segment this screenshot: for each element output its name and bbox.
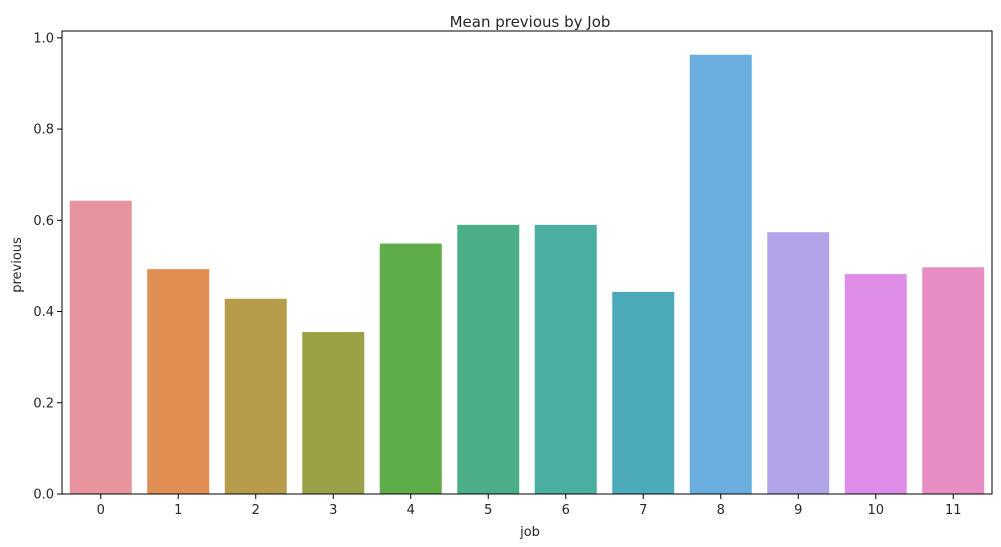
x-axis: 0 1 2 3 4 5 6 7 8 9 10 11 [97, 494, 962, 518]
x-tick-label: 8 [717, 503, 725, 518]
x-tick-label: 11 [945, 503, 962, 518]
bar-3 [302, 332, 365, 494]
y-tick-label: 0.0 [33, 488, 54, 503]
y-tick-label: 0.8 [33, 123, 54, 138]
x-tick-label: 10 [867, 503, 884, 518]
chart-title: Mean previous by Job [450, 13, 611, 31]
x-tick-label: 9 [794, 503, 802, 518]
x-tick-label: 2 [252, 503, 260, 518]
x-tick-label: 3 [329, 503, 337, 518]
bar-1 [147, 269, 210, 494]
x-tick-label: 7 [639, 503, 647, 518]
y-axis: 0.0 0.2 0.4 0.6 0.8 1.0 [33, 31, 62, 503]
y-tick-label: 0.2 [33, 396, 54, 411]
y-axis-title: previous [10, 237, 25, 293]
bar-11 [922, 267, 985, 494]
bar-9 [767, 232, 830, 494]
plot-frame [61, 30, 993, 495]
bar-6 [534, 224, 597, 494]
bar-7 [612, 291, 675, 494]
bar-8 [689, 54, 752, 495]
bar-10 [844, 274, 907, 494]
x-axis-title: job [519, 525, 540, 540]
bar-4 [379, 243, 442, 494]
x-tick-label: 1 [174, 503, 182, 518]
x-tick-label: 6 [562, 503, 570, 518]
bar-2 [224, 298, 287, 494]
bar-0 [69, 200, 132, 494]
x-tick-label: 5 [484, 503, 492, 518]
y-tick-label: 1.0 [33, 31, 54, 46]
y-tick-label: 0.6 [33, 214, 54, 229]
bars-group [69, 54, 985, 495]
x-tick-label: 0 [97, 503, 105, 518]
y-tick-label: 0.4 [33, 305, 54, 320]
bar-5 [457, 224, 520, 494]
x-tick-label: 4 [407, 503, 415, 518]
